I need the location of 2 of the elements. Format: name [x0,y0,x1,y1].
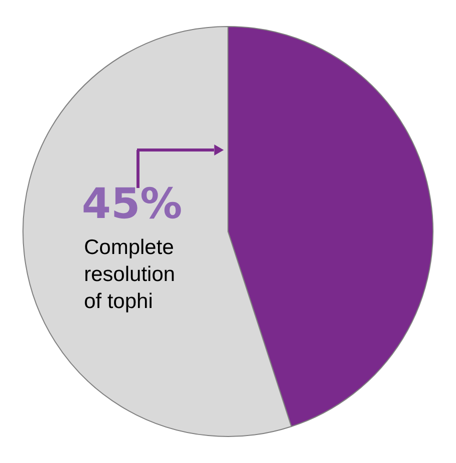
text: Complete resolution of tophi [84,236,176,313]
text: 45% [82,179,182,228]
